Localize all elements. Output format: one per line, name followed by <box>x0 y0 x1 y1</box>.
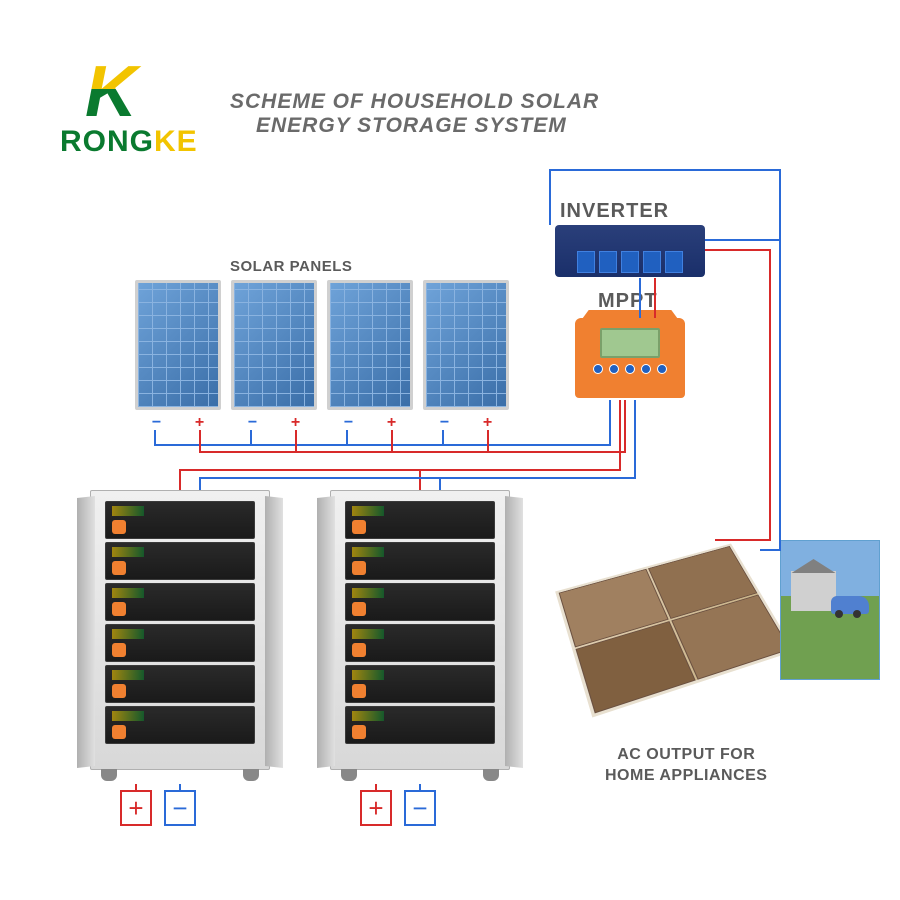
battery-module <box>105 583 255 621</box>
battery-module <box>105 706 255 744</box>
polarity-neg: − <box>152 414 161 432</box>
battery-module <box>345 706 495 744</box>
solar-panel-1 <box>135 280 221 410</box>
inverter-device <box>555 225 705 277</box>
battery-module <box>345 665 495 703</box>
solar-panel-2 <box>231 280 317 410</box>
panel-polarity-row: − + − + − + − + <box>135 414 509 432</box>
inverter-slot <box>599 251 617 273</box>
battery-module <box>345 583 495 621</box>
title-line2: ENERGY STORAGE SYSTEM <box>230 114 599 138</box>
battery-module <box>345 624 495 662</box>
title-line1: SCHEME OF HOUSEHOLD SOLAR <box>230 90 599 114</box>
ac-output-label: AC OUTPUT FOR HOME APPLIANCES <box>605 745 767 787</box>
cabinet1-polarity: + − <box>120 790 196 826</box>
solar-panels-group <box>135 280 509 410</box>
battery-module <box>105 665 255 703</box>
brand-name: RONGKE <box>60 125 198 159</box>
home-floorplan-icon <box>555 543 795 717</box>
mppt-label: MPPT <box>598 290 658 313</box>
brand-logo: K RONGKE <box>60 60 198 159</box>
cabinet2-polarity: + − <box>360 790 436 826</box>
mppt-screen <box>600 328 660 358</box>
battery-cabinets-group <box>90 490 510 770</box>
solar-panel-3 <box>327 280 413 410</box>
inverter-slot <box>643 251 661 273</box>
inverter-slot <box>621 251 639 273</box>
battery-module <box>105 501 255 539</box>
inverter-slot <box>577 251 595 273</box>
solar-panels-label: SOLAR PANELS <box>230 258 352 275</box>
battery-module <box>105 624 255 662</box>
logo-k-icon: K <box>60 60 198 125</box>
polarity-pos: + <box>195 414 204 432</box>
battery-cabinet-1 <box>90 490 270 770</box>
battery-cabinet-2 <box>330 490 510 770</box>
diagram-title: SCHEME OF HOUSEHOLD SOLAR ENERGY STORAGE… <box>230 90 599 138</box>
battery-module <box>105 542 255 580</box>
mppt-ports <box>585 364 675 374</box>
battery-module <box>345 501 495 539</box>
solar-panel-4 <box>423 280 509 410</box>
battery-module <box>345 542 495 580</box>
mppt-device <box>575 318 685 398</box>
inverter-label: INVERTER <box>560 200 669 223</box>
inverter-slot <box>665 251 683 273</box>
garage-ev-icon <box>780 540 880 680</box>
